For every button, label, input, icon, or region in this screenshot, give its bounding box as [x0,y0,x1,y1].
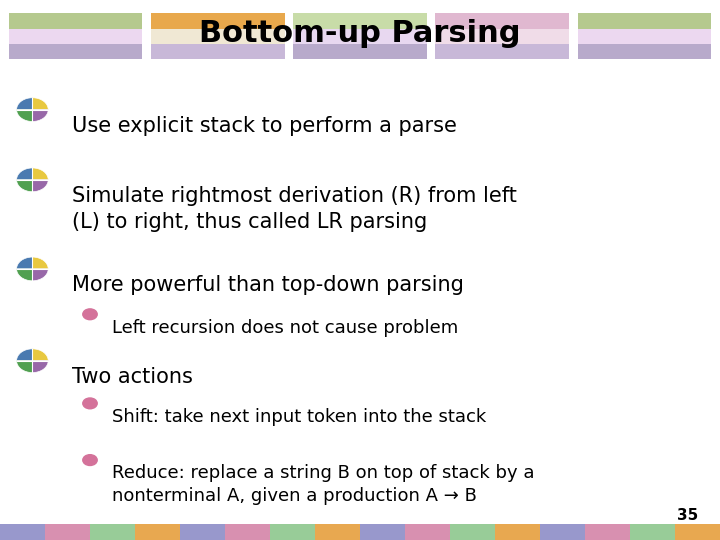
Wedge shape [17,98,32,110]
Bar [180,524,225,540]
Wedge shape [32,349,48,361]
Bar [540,524,585,540]
Wedge shape [32,168,48,180]
Wedge shape [32,180,48,192]
Wedge shape [32,110,48,122]
Wedge shape [17,361,32,373]
Bar [585,524,630,540]
Circle shape [17,98,48,122]
Wedge shape [17,349,32,361]
Bar [293,29,427,44]
Text: Left recursion does not cause problem: Left recursion does not cause problem [112,319,458,336]
Circle shape [83,398,97,409]
Wedge shape [17,257,32,269]
Circle shape [83,455,97,465]
Circle shape [17,168,48,192]
Bar [315,524,360,540]
Text: Simulate rightmost derivation (R) from left
(L) to right, thus called LR parsing: Simulate rightmost derivation (R) from l… [72,186,517,232]
Text: Bottom-up Parsing: Bottom-up Parsing [199,19,521,48]
Circle shape [83,309,97,320]
Wedge shape [17,168,32,180]
Wedge shape [17,110,32,122]
Bar [9,14,143,29]
Bar [151,29,284,44]
Text: Two actions: Two actions [72,367,193,387]
Bar [360,524,405,540]
Circle shape [17,257,48,281]
Bar [151,44,284,59]
Text: 35: 35 [677,508,698,523]
Bar [577,44,711,59]
Bar [90,524,135,540]
Bar [151,14,284,29]
Circle shape [17,349,48,373]
Bar [577,29,711,44]
Bar [436,44,569,59]
Bar [675,524,720,540]
Bar [293,44,427,59]
Bar [0,524,45,540]
Text: Use explicit stack to perform a parse: Use explicit stack to perform a parse [72,116,457,136]
Bar [450,524,495,540]
Bar [495,524,540,540]
Bar [293,14,427,29]
Wedge shape [17,269,32,281]
Bar [630,524,675,540]
Bar [45,524,90,540]
Wedge shape [32,257,48,269]
Bar [405,524,450,540]
Wedge shape [32,98,48,110]
Bar [9,44,143,59]
Wedge shape [32,361,48,373]
Bar [270,524,315,540]
Bar [436,14,569,29]
Bar [135,524,180,540]
Text: Reduce: replace a string B on top of stack by a
nonterminal A, given a productio: Reduce: replace a string B on top of sta… [112,464,534,505]
Text: Shift: take next input token into the stack: Shift: take next input token into the st… [112,408,486,426]
Wedge shape [32,269,48,281]
Wedge shape [17,180,32,192]
Bar [577,14,711,29]
Bar [9,29,143,44]
Text: More powerful than top-down parsing: More powerful than top-down parsing [72,275,464,295]
Bar [225,524,270,540]
Bar [436,29,569,44]
